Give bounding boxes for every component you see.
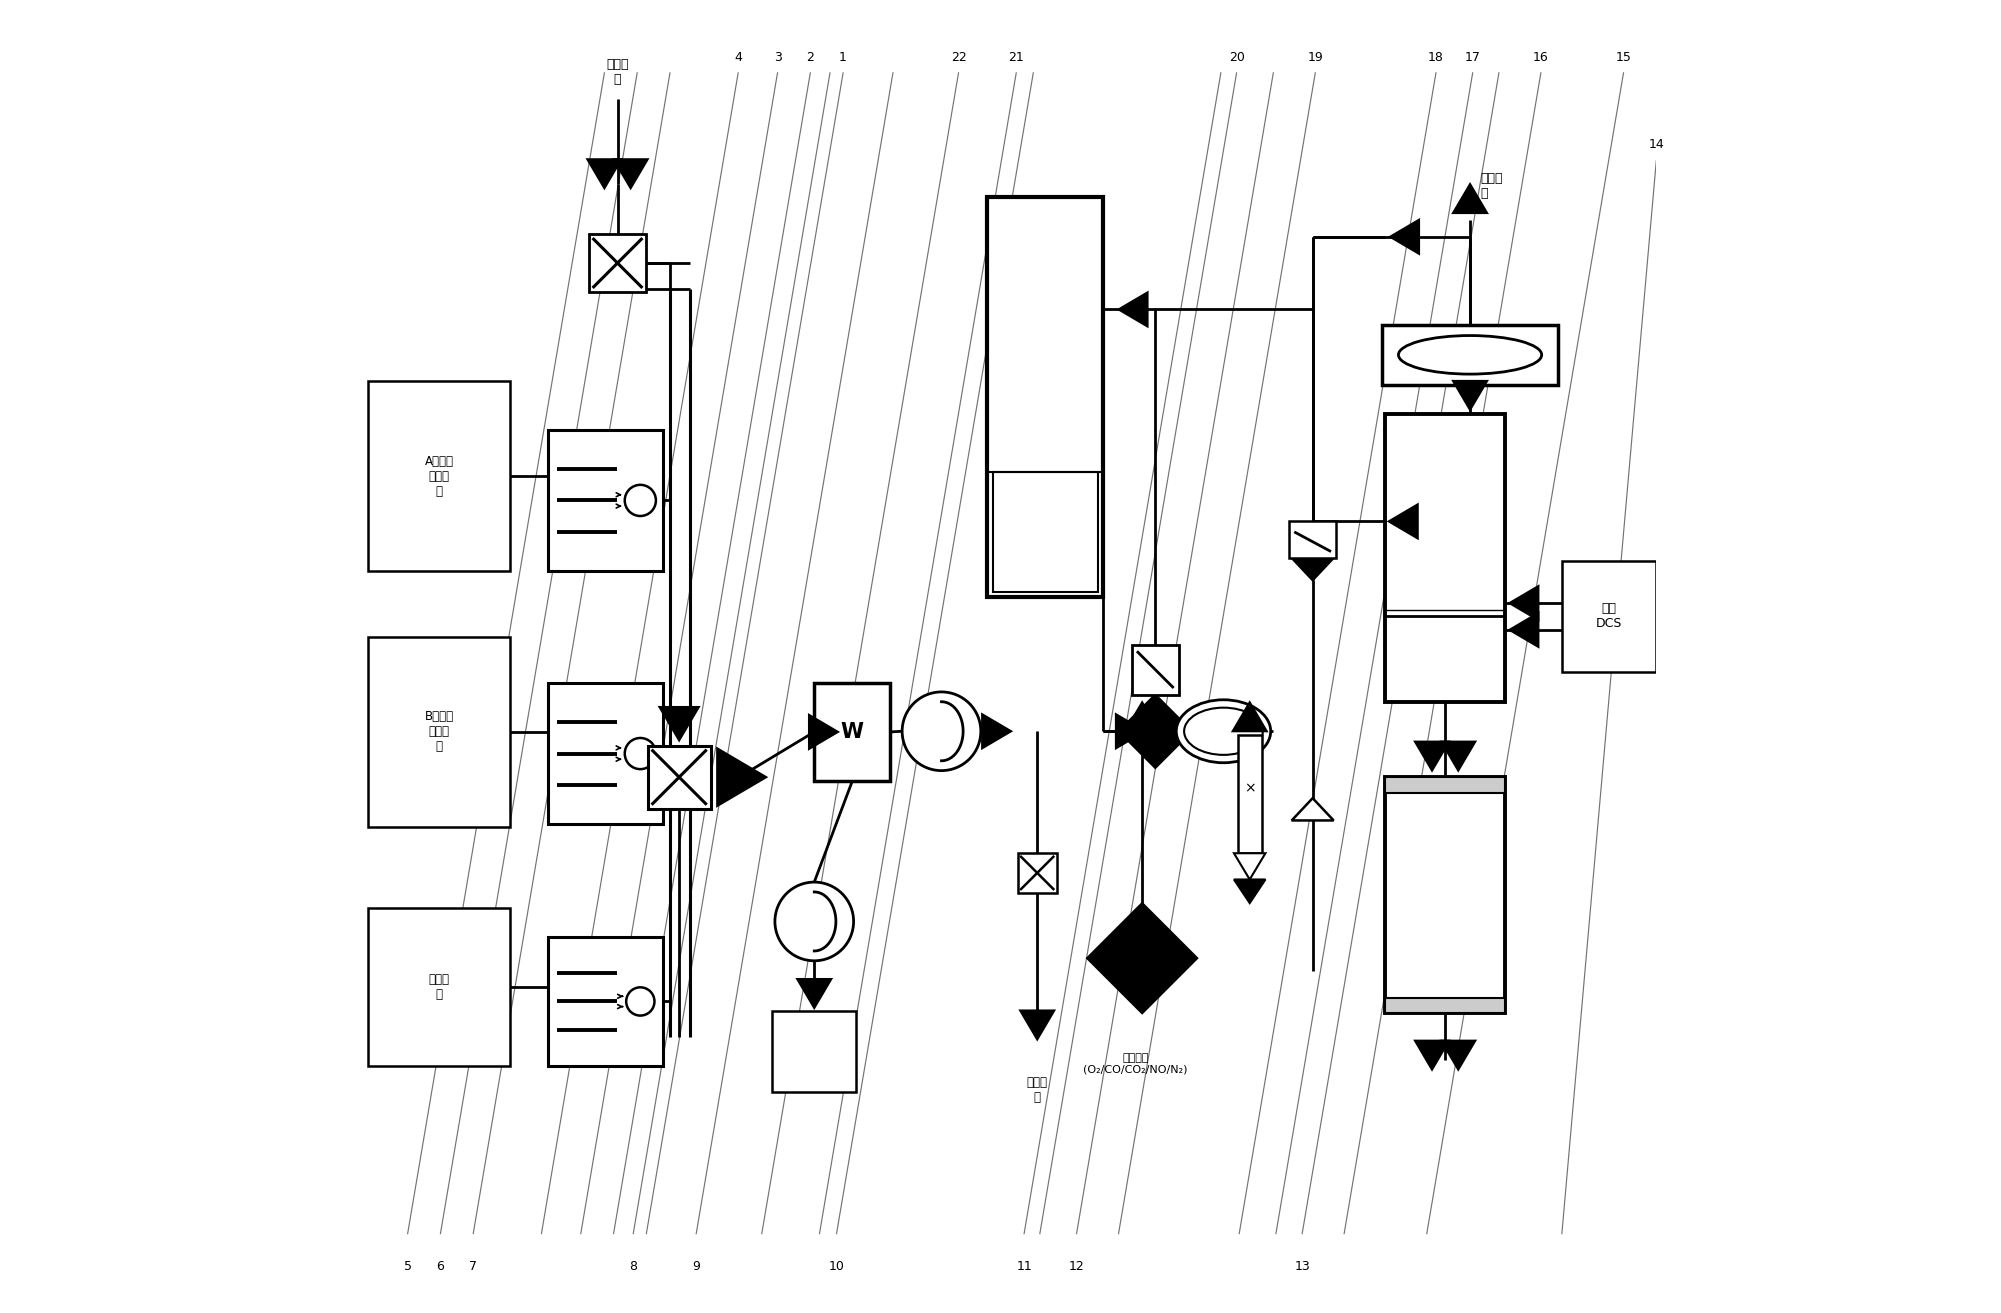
FancyBboxPatch shape	[368, 381, 510, 571]
FancyBboxPatch shape	[1383, 324, 1559, 385]
FancyBboxPatch shape	[548, 937, 664, 1066]
Polygon shape	[1293, 558, 1333, 580]
Polygon shape	[1235, 853, 1265, 880]
Text: 21: 21	[1009, 51, 1025, 63]
Polygon shape	[1415, 1041, 1449, 1070]
FancyBboxPatch shape	[588, 234, 646, 291]
FancyBboxPatch shape	[1133, 645, 1179, 695]
Polygon shape	[1441, 1041, 1475, 1070]
FancyBboxPatch shape	[548, 429, 664, 571]
Text: 3: 3	[774, 51, 782, 63]
FancyBboxPatch shape	[368, 909, 510, 1066]
Text: 15: 15	[1615, 51, 1631, 63]
Text: 17: 17	[1465, 51, 1481, 63]
Polygon shape	[1235, 880, 1265, 903]
Text: 4: 4	[734, 51, 742, 63]
Polygon shape	[1415, 742, 1449, 771]
FancyBboxPatch shape	[814, 683, 890, 781]
FancyBboxPatch shape	[772, 1011, 856, 1092]
Polygon shape	[1509, 586, 1539, 620]
Text: W: W	[840, 722, 864, 742]
Text: 9: 9	[692, 1260, 700, 1272]
Text: 12: 12	[1069, 1260, 1085, 1272]
Polygon shape	[808, 714, 838, 748]
Polygon shape	[1117, 714, 1145, 748]
Text: 机组
DCS: 机组 DCS	[1597, 603, 1623, 630]
FancyBboxPatch shape	[1385, 777, 1505, 1014]
Polygon shape	[1233, 702, 1267, 731]
Text: 11: 11	[1017, 1260, 1033, 1272]
Text: 13: 13	[1295, 1260, 1311, 1272]
Circle shape	[624, 484, 656, 516]
Circle shape	[626, 987, 654, 1015]
Polygon shape	[796, 979, 830, 1008]
Ellipse shape	[1185, 708, 1263, 755]
Polygon shape	[1293, 798, 1333, 821]
FancyBboxPatch shape	[1289, 521, 1337, 558]
Polygon shape	[982, 714, 1011, 748]
Text: 20: 20	[1229, 51, 1245, 63]
Polygon shape	[1021, 1011, 1055, 1040]
Text: 6: 6	[436, 1260, 444, 1272]
Polygon shape	[1389, 504, 1419, 538]
Text: 1: 1	[838, 51, 846, 63]
Text: 19: 19	[1307, 51, 1323, 63]
Text: 标准气体
(O₂/CO/CO₂/NO/N₂): 标准气体 (O₂/CO/CO₂/NO/N₂)	[1083, 1053, 1189, 1074]
Text: 5: 5	[404, 1260, 412, 1272]
FancyBboxPatch shape	[648, 746, 710, 809]
Text: 7: 7	[468, 1260, 476, 1272]
Text: 炉膛烟
气: 炉膛烟 气	[428, 973, 450, 1001]
Ellipse shape	[1399, 336, 1541, 374]
FancyBboxPatch shape	[986, 197, 1103, 597]
Text: 10: 10	[828, 1260, 844, 1272]
Polygon shape	[1391, 219, 1419, 253]
Polygon shape	[660, 706, 698, 741]
Polygon shape	[614, 159, 648, 188]
Polygon shape	[1453, 184, 1487, 213]
Text: ×: ×	[1245, 781, 1255, 796]
FancyBboxPatch shape	[992, 473, 1099, 592]
Text: 旁路排
气: 旁路排 气	[1027, 1077, 1049, 1104]
Polygon shape	[1453, 381, 1487, 410]
Text: 压缩空
气: 压缩空 气	[606, 58, 628, 85]
Circle shape	[774, 882, 854, 961]
FancyBboxPatch shape	[1563, 561, 1657, 672]
FancyBboxPatch shape	[548, 683, 664, 825]
Polygon shape	[1119, 695, 1193, 768]
Text: 22: 22	[950, 51, 966, 63]
FancyBboxPatch shape	[1385, 998, 1505, 1014]
Circle shape	[902, 692, 980, 771]
Text: A空预器
出口烟
气: A空预器 出口烟 气	[424, 454, 454, 498]
FancyBboxPatch shape	[1019, 853, 1057, 893]
FancyBboxPatch shape	[1385, 414, 1505, 702]
Polygon shape	[1119, 293, 1147, 327]
Polygon shape	[1441, 742, 1475, 771]
Text: B空预器
出口烟
气: B空预器 出口烟 气	[424, 710, 454, 754]
FancyBboxPatch shape	[368, 637, 510, 827]
Text: 8: 8	[628, 1260, 636, 1272]
Ellipse shape	[1177, 700, 1271, 763]
Text: 2: 2	[806, 51, 814, 63]
Polygon shape	[588, 159, 622, 188]
Polygon shape	[716, 748, 766, 806]
Text: 16: 16	[1533, 51, 1549, 63]
FancyBboxPatch shape	[1239, 735, 1261, 853]
Text: 18: 18	[1429, 51, 1445, 63]
Polygon shape	[1509, 613, 1539, 647]
Polygon shape	[1125, 702, 1159, 731]
Text: 14: 14	[1649, 138, 1665, 151]
Text: 样气排
气: 样气排 气	[1481, 172, 1503, 200]
FancyBboxPatch shape	[1385, 777, 1505, 793]
Circle shape	[624, 738, 656, 769]
Polygon shape	[1087, 903, 1197, 1014]
